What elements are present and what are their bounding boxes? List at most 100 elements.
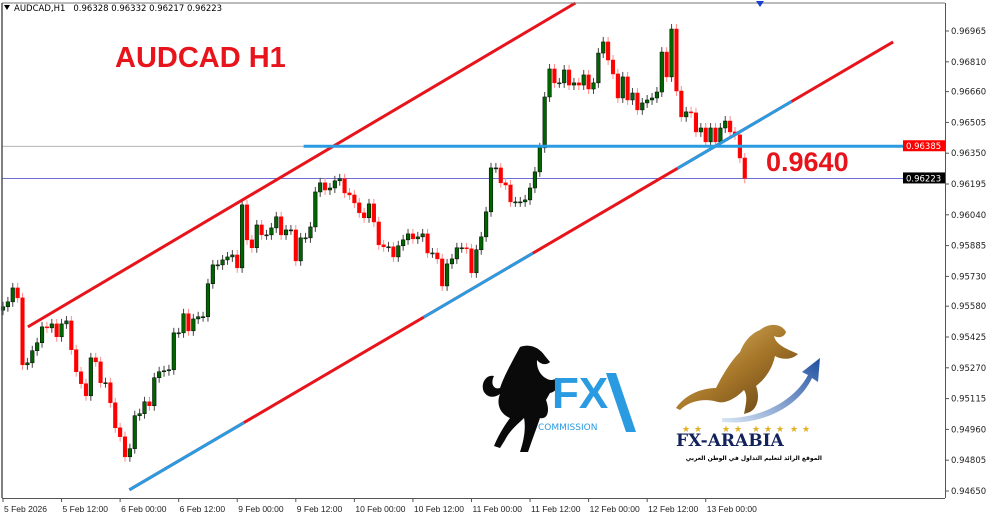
bull-candle-body xyxy=(547,68,552,98)
candle xyxy=(342,173,347,198)
bull-candle-body xyxy=(420,233,425,238)
candle xyxy=(488,162,494,217)
candle xyxy=(596,48,601,88)
candle xyxy=(352,189,357,208)
bull-candle-body xyxy=(708,127,713,143)
price-tick-label: 0.95115 xyxy=(951,395,986,405)
bull-candle-body xyxy=(171,332,176,371)
time-tick-label: 12 Feb 12:00 xyxy=(648,504,698,514)
time-tick-label: 11 Feb 12:00 xyxy=(531,504,581,514)
fx-commission-logo: FX COMMISSION xyxy=(482,345,636,452)
bull-candle-body xyxy=(103,382,108,384)
candle xyxy=(440,253,445,291)
candle xyxy=(469,243,474,278)
candle xyxy=(298,232,303,266)
time-tick-label: 9 Feb 00:00 xyxy=(238,504,284,514)
candle xyxy=(264,229,269,240)
price-tick-label: 0.96965 xyxy=(951,27,986,37)
bull-candle-body xyxy=(220,259,225,266)
candle xyxy=(79,366,84,389)
candle xyxy=(635,88,640,115)
price-tick-label: 0.96660 xyxy=(951,88,986,98)
bear-candle-body xyxy=(615,73,620,99)
candle xyxy=(161,365,167,377)
bear-candle-body xyxy=(371,203,376,223)
candle xyxy=(649,92,655,105)
candle xyxy=(484,206,489,242)
bear-candle-body xyxy=(83,383,89,397)
candle xyxy=(303,232,308,243)
bear-candle-body xyxy=(440,258,445,287)
candle xyxy=(64,315,69,329)
candle xyxy=(606,36,611,65)
candle xyxy=(381,239,386,252)
bear-candle-body xyxy=(689,111,694,114)
bear-candle-body xyxy=(147,401,152,406)
bear-candle-body xyxy=(98,361,103,383)
bull-candle-body xyxy=(161,370,167,373)
candle xyxy=(166,364,171,376)
time-tick-label: 6 Feb 00:00 xyxy=(121,504,167,514)
candle xyxy=(288,224,293,235)
candle xyxy=(454,242,459,264)
bull-candle-body xyxy=(591,82,596,90)
bear-candle-body xyxy=(69,320,74,350)
trendlines xyxy=(27,1,945,492)
candle xyxy=(435,247,440,264)
time-axis[interactable]: 5 Feb 2026 5 Feb 12:00 6 Feb 00:00 6 Feb 12… xyxy=(2,498,757,514)
candle xyxy=(723,116,728,133)
candle xyxy=(201,311,206,322)
bear-candle-body xyxy=(249,239,254,249)
price-tick-label: 0.94960 xyxy=(951,425,986,435)
candle xyxy=(664,47,669,82)
candle xyxy=(508,180,513,207)
fx-arabia-logo: ★ ★ ★ ★ ★ ★ ★ ★ ★ FX-ARABIA الموقع الرائد لتعليم… xyxy=(676,324,822,462)
candle xyxy=(630,88,635,105)
candle xyxy=(186,308,191,336)
bull-candle-body xyxy=(230,254,235,258)
candle xyxy=(376,216,381,250)
fx-commission-subtitle: COMMISSION xyxy=(538,423,597,433)
bull-candle-body xyxy=(5,301,10,308)
bull-candle-body xyxy=(386,246,391,249)
bear-candle-body xyxy=(74,349,79,373)
star-icon: ★ xyxy=(734,425,742,435)
bull-candle-body xyxy=(30,350,35,364)
candle xyxy=(54,318,59,342)
candle xyxy=(537,142,542,177)
resistance-price-label-bg xyxy=(903,140,945,152)
candle xyxy=(283,224,289,240)
bear-candle-body xyxy=(362,212,367,219)
candle xyxy=(215,259,220,270)
time-tick-label: 13 Feb 00:00 xyxy=(707,504,757,514)
candle xyxy=(327,183,333,195)
candle xyxy=(323,177,328,195)
candle xyxy=(93,352,98,367)
bull-candle-body xyxy=(518,201,523,204)
dropdown-triangle-icon[interactable] xyxy=(4,5,10,10)
candle xyxy=(313,186,318,232)
candle xyxy=(293,224,298,266)
price-axis[interactable]: 0.96965 0.96810 0.96660 0.96505 0.96350 0.961… xyxy=(945,27,986,497)
bull-candle-body xyxy=(132,415,137,449)
bear-candle-body xyxy=(635,92,640,111)
fx-commission-mark: FX xyxy=(552,369,608,418)
bear-candle-body xyxy=(742,157,747,179)
bear-candle-body xyxy=(391,246,396,258)
channel-upper-trendline[interactable] xyxy=(27,1,577,329)
candle xyxy=(210,259,215,289)
bear-candle-body xyxy=(610,59,616,75)
bull-candle-body xyxy=(303,237,308,240)
bull-candle-body xyxy=(337,178,342,182)
bear-candle-body xyxy=(552,68,557,84)
candle xyxy=(713,122,718,147)
candle xyxy=(640,97,645,115)
price-labels: 0.96385 0.96223 xyxy=(903,140,945,184)
bear-candle-body xyxy=(259,224,264,236)
bull-candle-body xyxy=(396,245,401,258)
level-annotation: 0.9640 xyxy=(766,147,849,177)
bear-candle-body xyxy=(20,297,25,366)
bull-candle-body xyxy=(157,371,162,378)
bull-candle-body xyxy=(39,326,45,344)
